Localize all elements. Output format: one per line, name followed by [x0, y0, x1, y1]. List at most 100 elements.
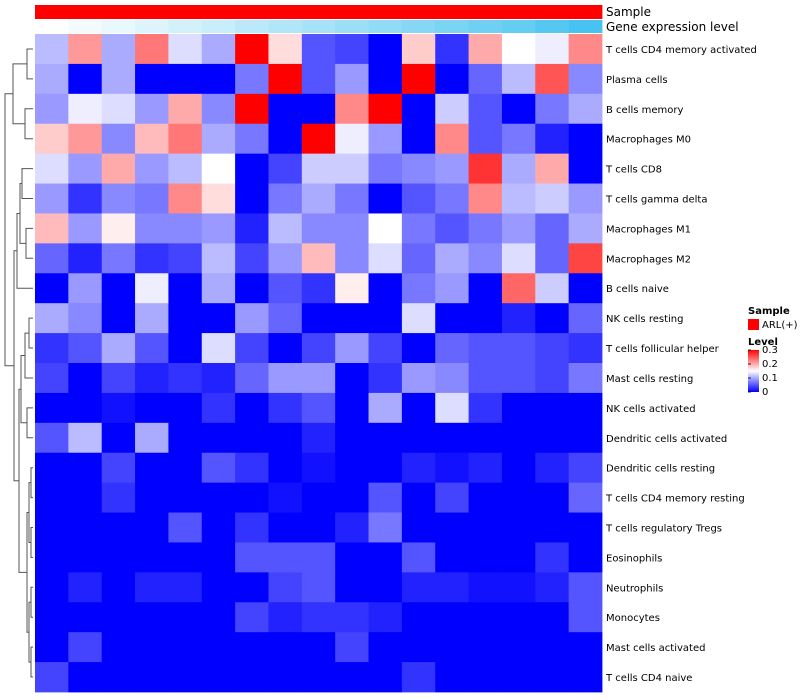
heatmap-cell [301, 63, 336, 95]
row-label: Eosinophils [606, 553, 662, 564]
heatmap-cell [501, 153, 536, 184]
heatmap-cell [401, 183, 436, 214]
expression-annotation-cell [368, 20, 403, 33]
heatmap-cell [235, 572, 269, 603]
sample-annotation-cell [301, 5, 336, 19]
row-label: NK cells activated [606, 404, 696, 415]
heatmap-cell [68, 333, 103, 364]
row-label: T cells CD8 [605, 165, 662, 176]
heatmap-cell [101, 392, 136, 424]
heatmap-cell [435, 153, 469, 184]
heatmap-cell [135, 34, 169, 65]
heatmap-cell [201, 333, 236, 364]
legend: Sample ARL(+) Level 0.3 0.2 0.1 0 [748, 306, 798, 398]
heatmap-cell [201, 572, 236, 603]
dendrogram-branch [21, 168, 33, 199]
expression-annotation-cell [35, 20, 69, 33]
heatmap-cell [101, 542, 136, 573]
heatmap-cell [201, 632, 236, 663]
heatmap-cell [135, 363, 169, 394]
heatmap-cell [101, 273, 136, 304]
sample-annotation-cell [501, 5, 536, 19]
heatmap-cell [501, 422, 536, 454]
heatmap-cell [268, 632, 303, 663]
heatmap-cell [535, 303, 570, 334]
legend-tick-label: 0.1 [762, 373, 778, 384]
sample-annotation-cell [68, 5, 103, 19]
heatmap-cell [268, 34, 303, 65]
sample-annotation-cell [268, 5, 303, 19]
heatmap-cell [435, 392, 469, 424]
heatmap-cell [168, 243, 203, 274]
row-label: Dendritic cells activated [606, 434, 727, 445]
heatmap-cell [235, 512, 269, 543]
heatmap-cell [201, 213, 236, 244]
heatmap-cell [135, 123, 169, 155]
heatmap-cell [168, 542, 203, 573]
heatmap-cell [401, 632, 436, 663]
heatmap-cell [568, 183, 603, 214]
heatmap-cell [35, 452, 69, 484]
heatmap-cell [68, 632, 103, 663]
heatmap-cell [501, 63, 536, 95]
heatmap-cell [401, 363, 436, 394]
heatmap-cell [335, 63, 369, 95]
dendrogram-branch [28, 317, 33, 349]
expression-annotation-cell [168, 20, 203, 33]
row-label: Macrophages M0 [606, 135, 691, 146]
heatmap-cell [68, 303, 103, 334]
heatmap-cell [301, 452, 336, 484]
heatmap-cell [101, 123, 136, 155]
heatmap-cell [535, 662, 570, 693]
heatmap-cell [135, 632, 169, 663]
heatmap-cell [468, 123, 503, 155]
legend-sample-title: Sample [748, 306, 790, 317]
sample-annotation-cell [435, 5, 469, 19]
heatmap-cell [168, 363, 203, 394]
heatmap-cell [401, 392, 436, 424]
sample-annotation-cell [335, 5, 369, 19]
heatmap-cell [535, 363, 570, 394]
heatmap-cell [135, 243, 169, 274]
heatmap-cell [35, 153, 69, 184]
heatmap-cell [468, 273, 503, 304]
heatmap-cell [435, 63, 469, 95]
heatmap-cell [301, 93, 336, 125]
heatmap-cell [368, 273, 403, 304]
heatmap-cell [335, 482, 369, 513]
heatmap-cell [268, 572, 303, 603]
legend-sample-swatch [748, 319, 759, 330]
row-dendrogram [4, 48, 33, 678]
heatmap-cell [468, 363, 503, 394]
heatmap-cell [435, 572, 469, 603]
heatmap-cell [435, 34, 469, 65]
heatmap-cell [301, 542, 336, 573]
heatmap-cell [568, 363, 603, 394]
row-labels: T cells CD4 memory activated Plasma cells… [605, 45, 757, 684]
heatmap-cell [368, 572, 403, 603]
expression-annotation-cell [501, 20, 536, 33]
heatmap-cell [35, 632, 69, 663]
heatmap-cell [335, 512, 369, 543]
heatmap-cell [68, 273, 103, 304]
row-label: T cells CD4 memory resting [605, 494, 745, 505]
heatmap-cell [335, 542, 369, 573]
heatmap-cell [501, 632, 536, 663]
heatmap-cell [235, 123, 269, 155]
row-label: T cells CD4 memory activated [605, 45, 757, 56]
heatmap-cell [101, 632, 136, 663]
heatmap-cell [168, 392, 203, 424]
heatmap-cell [301, 363, 336, 394]
heatmap-cell [201, 183, 236, 214]
heatmap-cell [301, 34, 336, 65]
heatmap-cell [168, 662, 203, 693]
legend-tick-label: 0.3 [762, 345, 778, 356]
heatmap-cell [335, 602, 369, 633]
heatmap-cell [368, 183, 403, 214]
heatmap-cell [168, 153, 203, 184]
heatmap-cell [201, 542, 236, 573]
legend-level-ticks: 0.3 0.2 0.1 0 [748, 345, 778, 398]
heatmap-cell [335, 93, 369, 125]
row-label: Neutrophils [606, 583, 663, 594]
